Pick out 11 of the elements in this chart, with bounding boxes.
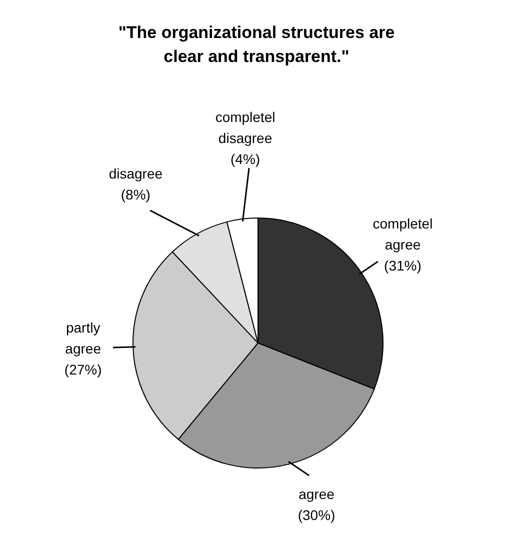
data-label: (31%) bbox=[384, 258, 422, 274]
data-label: (30%) bbox=[298, 507, 336, 523]
chart-title: "The organizational structures are clear and transparent." bbox=[118, 23, 395, 66]
slice-label: disagree bbox=[108, 166, 163, 182]
slice-label: partly agree bbox=[65, 319, 102, 356]
data-label: (8%) bbox=[120, 186, 150, 203]
data-label: (27%) bbox=[64, 361, 102, 378]
data-label: (4%) bbox=[230, 151, 260, 168]
slice-label: completel agree bbox=[372, 216, 433, 253]
slice-label: completel disagree bbox=[215, 109, 276, 146]
slice-label: agree bbox=[298, 486, 335, 502]
